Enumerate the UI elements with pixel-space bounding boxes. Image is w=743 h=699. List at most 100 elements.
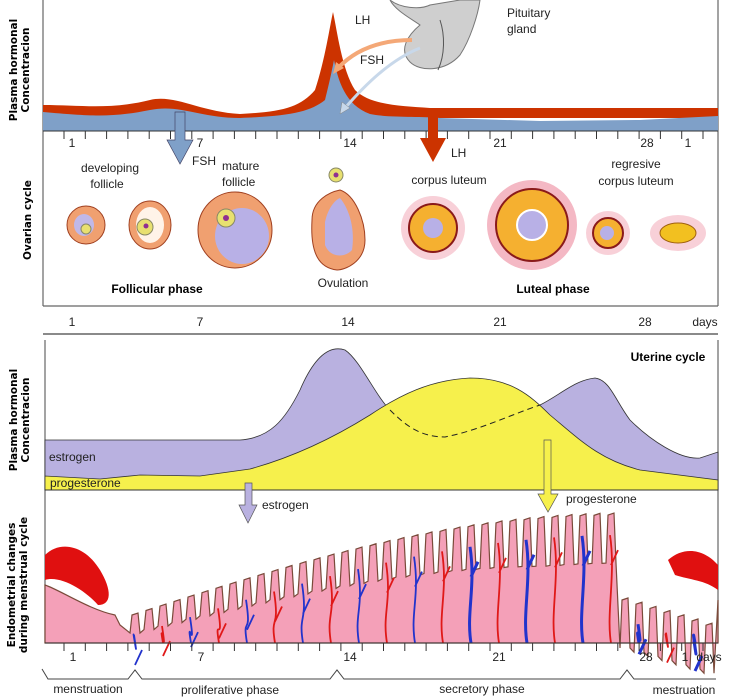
uterine-cycle-title: Uterine cycle <box>631 350 706 364</box>
day-label: 28 <box>639 650 653 664</box>
corpus-luteum-label: corpus luteum <box>411 173 486 187</box>
vein-icon <box>524 539 536 644</box>
day-label: days <box>696 650 721 664</box>
day-label: 14 <box>341 315 355 329</box>
pituitary-label: Pituitary <box>507 6 550 20</box>
day-label: 21 <box>493 315 507 329</box>
svg-text:Endometrial changes: Endometrial changes <box>6 523 18 648</box>
day-label: 1 <box>685 136 692 150</box>
pituitary-label: gland <box>507 22 536 36</box>
progesterone-label: progesterone <box>50 476 121 490</box>
regressive-corpus-luteum-icon <box>586 211 630 255</box>
svg-text:Plasma hormonal: Plasma hormonal <box>8 369 20 472</box>
day-label: 7 <box>197 136 204 150</box>
vein-icon <box>244 599 255 644</box>
phase-label-secretory: secretory phase <box>439 682 525 696</box>
estrogen-dashed-curve <box>389 404 541 438</box>
regressive-corpus-luteum-label: corpus luteum <box>598 174 673 188</box>
artery-icon <box>272 591 283 644</box>
artery-icon <box>328 575 339 644</box>
day-label: 28 <box>638 315 652 329</box>
lh-arrow <box>420 112 446 162</box>
day-label: 21 <box>493 136 507 150</box>
vein-icon <box>300 583 311 644</box>
progesterone-arrow <box>537 439 559 513</box>
artery-icon <box>216 608 227 644</box>
svg-text:Plasma hormonal: Plasma hormonal <box>8 19 20 122</box>
artery-icon <box>496 542 507 644</box>
mature-follicle-label: mature <box>222 159 260 173</box>
phase-label-menstruation: menstruation <box>53 682 122 696</box>
svg-text:during menstrual cycle: during menstrual cycle <box>18 517 30 653</box>
y-label-ovarian: Ovarian cycle <box>22 180 34 260</box>
mature-follicle-icon <box>197 191 273 269</box>
artery-icon <box>608 534 619 644</box>
top-day-labels: 1 7 14 21 28 1 <box>69 136 692 150</box>
vein-icon <box>636 623 648 655</box>
bottom-day-labels: 1 7 14 21 28 1 days <box>70 650 722 664</box>
day-label: days <box>692 315 717 329</box>
corpus-luteum-icon <box>487 180 577 270</box>
phase-brackets <box>41 668 716 680</box>
artery-icon <box>552 537 563 644</box>
day-label: 1 <box>682 650 689 664</box>
lh-release-arrow <box>336 38 413 70</box>
mature-follicle-label: follicle <box>222 175 256 189</box>
day-label: 14 <box>343 136 357 150</box>
day-label: 21 <box>492 650 506 664</box>
estrogen-arrow-label: estrogen <box>262 498 309 512</box>
day-label: 7 <box>198 650 205 664</box>
menstrual-blood-icon <box>45 546 718 605</box>
fsh-arrow-label: FSH <box>192 154 216 168</box>
artery-icon <box>664 632 675 663</box>
fsh-label: FSH <box>360 53 384 67</box>
phase-label-menstruation-2: mestruation <box>653 683 716 697</box>
regressive-corpus-luteum-icon <box>650 215 706 251</box>
vein-icon <box>692 633 704 672</box>
follicular-phase-label: Follicular phase <box>111 282 203 296</box>
uterine-panel: Uterine cycle estrogen progesterone estr… <box>44 340 719 675</box>
ovulation-follicle-icon <box>311 167 366 271</box>
lh-curve <box>43 12 718 118</box>
corpus-luteum-icon <box>401 196 465 260</box>
mid-day-labels: 1 7 14 21 28 days <box>69 315 718 329</box>
artery-icon <box>160 625 171 657</box>
phase-label-proliferative: proliferative phase <box>181 683 279 697</box>
vein-icon <box>412 556 423 644</box>
y-label-endometrial: Endometrial changes during menstrual cyc… <box>6 517 30 653</box>
progesterone-arrow-label: progesterone <box>566 492 637 506</box>
day-label: 28 <box>640 136 654 150</box>
estrogen-label: estrogen <box>49 450 96 464</box>
vein-icon <box>356 568 367 644</box>
lh-arrow-label: LH <box>451 146 466 160</box>
top-axis-ticks <box>63 131 704 139</box>
ovulation-label: Ovulation <box>318 276 369 290</box>
fsh-release-arrow <box>343 46 421 109</box>
artery-icon <box>384 562 395 644</box>
day-label: 1 <box>70 650 77 664</box>
pituitary-gland-icon <box>389 0 481 71</box>
blood-vessels <box>132 534 704 672</box>
day-label: 14 <box>343 650 357 664</box>
lh-label: LH <box>355 13 370 27</box>
svg-text:Ovarian cycle: Ovarian cycle <box>22 180 34 260</box>
vein-icon <box>468 546 480 644</box>
developing-follicle-label: developing <box>81 161 139 175</box>
endometrium-tissue <box>44 512 719 675</box>
developing-follicle-label: follicle <box>90 177 124 191</box>
fsh-area <box>43 60 718 131</box>
day-label: 7 <box>197 315 204 329</box>
y-label-plasma-top: Plasma hormonal Concentracion <box>8 19 32 122</box>
fsh-arrow <box>166 111 194 165</box>
developing-follicle-icon <box>66 205 106 245</box>
y-label-plasma-bottom: Plasma hormonal Concentracion <box>8 369 32 472</box>
svg-text:Concentracion: Concentracion <box>20 27 32 112</box>
svg-text:Concentracion: Concentracion <box>20 377 32 462</box>
estrogen-arrow <box>238 482 258 524</box>
day-label: 1 <box>69 136 76 150</box>
bottom-axis-ticks <box>63 643 704 651</box>
regressive-corpus-luteum-label: regresive <box>611 157 661 171</box>
ovarian-panel: 1 7 14 21 28 1 Pituitary gland LH FSH FS… <box>42 0 719 307</box>
vein-icon <box>580 535 592 644</box>
